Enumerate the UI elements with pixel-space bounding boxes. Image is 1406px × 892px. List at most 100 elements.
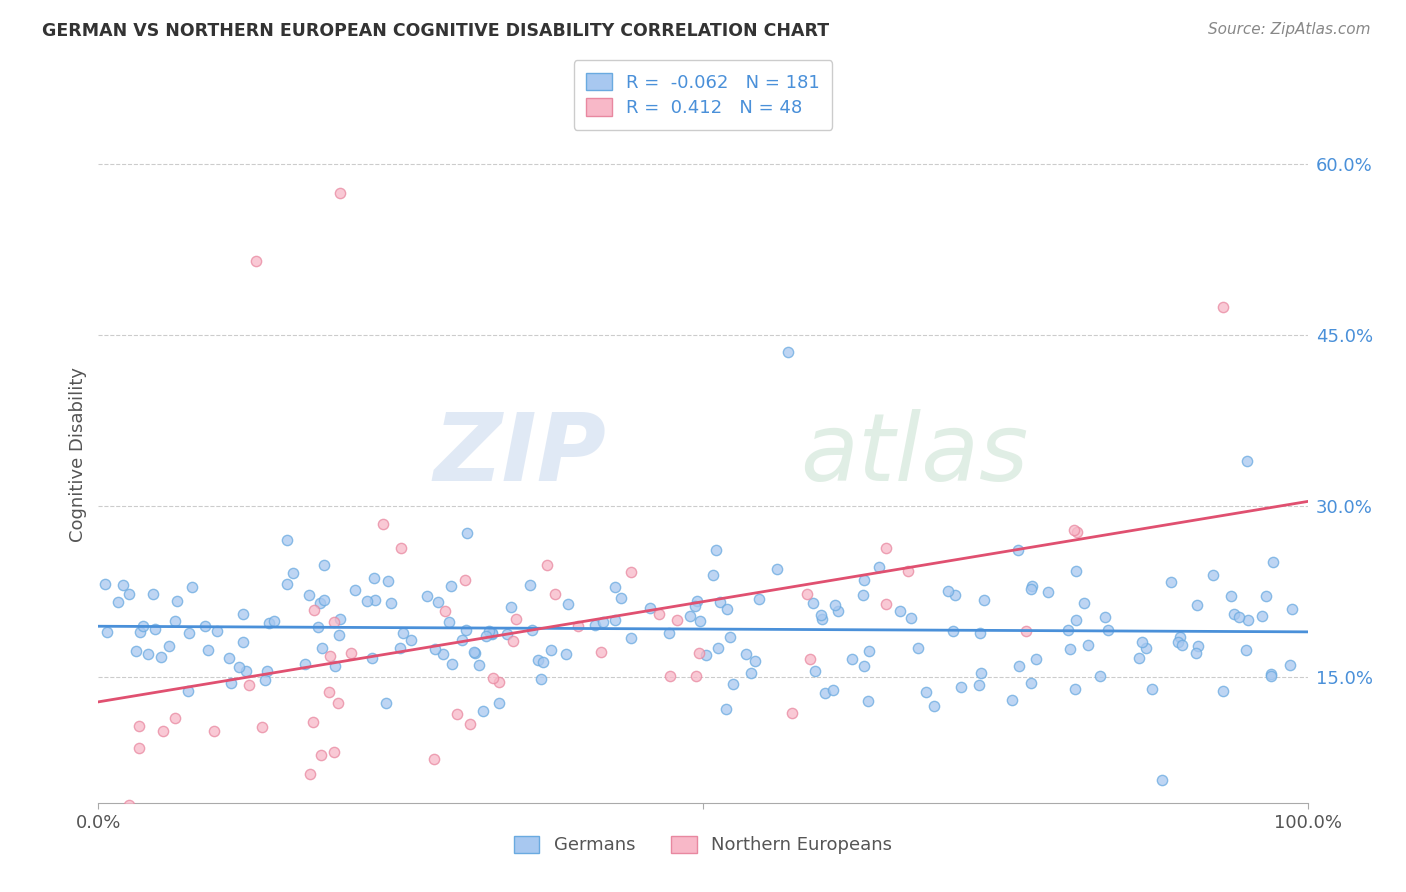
Point [460,716,482,731]
Point [853,574,876,588]
Point [177,626,200,640]
Point [799,652,821,666]
Point [325,658,347,673]
Point [943,588,966,602]
Point [1260,669,1282,683]
Point [307,619,329,633]
Point [1236,453,1258,467]
Point [740,665,762,680]
Point [374,696,396,710]
Point [1015,624,1038,638]
Point [555,647,578,661]
Point [302,715,325,730]
Point [149,650,172,665]
Y-axis label: Cognitive Disability: Cognitive Disability [69,368,87,542]
Point [557,597,579,611]
Point [973,593,995,607]
Point [1036,585,1059,599]
Point [638,601,661,615]
Point [276,576,298,591]
Point [592,615,614,629]
Point [827,604,849,618]
Point [1128,651,1150,665]
Point [481,627,503,641]
Point [446,706,468,721]
Point [415,589,437,603]
Point [1063,523,1085,537]
Point [454,573,477,587]
Point [685,668,707,682]
Point [1057,624,1080,638]
Point [1001,693,1024,707]
Point [1234,643,1257,657]
Point [803,664,825,678]
Point [1254,589,1277,603]
Point [401,633,423,648]
Point [1152,772,1174,787]
Point [858,644,880,658]
Point [94,576,117,591]
Point [889,604,911,618]
Point [967,678,990,692]
Point [1063,681,1085,696]
Point [852,588,875,602]
Point [1202,567,1225,582]
Point [824,599,846,613]
Point [942,624,965,638]
Point [938,584,960,599]
Point [112,578,135,592]
Point [344,582,367,597]
Point [702,568,724,582]
Point [1260,667,1282,681]
Point [364,593,387,607]
Point [1212,684,1234,698]
Point [875,598,897,612]
Point [238,678,260,692]
Point [232,635,254,649]
Point [527,653,550,667]
Point [471,704,494,718]
Point [1064,613,1087,627]
Point [821,683,844,698]
Point [1076,638,1098,652]
Point [1263,555,1285,569]
Point [647,607,669,621]
Point [1185,647,1208,661]
Point [142,587,165,601]
Point [451,633,474,648]
Point [276,533,298,547]
Point [531,655,554,669]
Point [392,626,415,640]
Point [488,675,510,690]
Point [481,626,503,640]
Point [221,676,243,690]
Point [152,723,174,738]
Point [796,587,818,601]
Point [1073,596,1095,610]
Point [205,624,228,638]
Point [1160,575,1182,590]
Point [427,595,450,609]
Point [1019,582,1042,596]
Point [776,345,799,359]
Point [495,627,517,641]
Point [166,594,188,608]
Point [456,623,478,637]
Point [868,560,890,574]
Point [440,657,463,672]
Point [811,612,834,626]
Point [194,618,217,632]
Point [505,612,527,626]
Point [716,601,738,615]
Point [841,651,863,665]
Point [540,643,562,657]
Point [432,647,454,661]
Point [780,706,803,720]
Point [356,594,378,608]
Point [853,659,876,673]
Point [235,664,257,678]
Point [475,629,498,643]
Point [969,666,991,681]
Point [328,696,350,710]
Point [659,669,682,683]
